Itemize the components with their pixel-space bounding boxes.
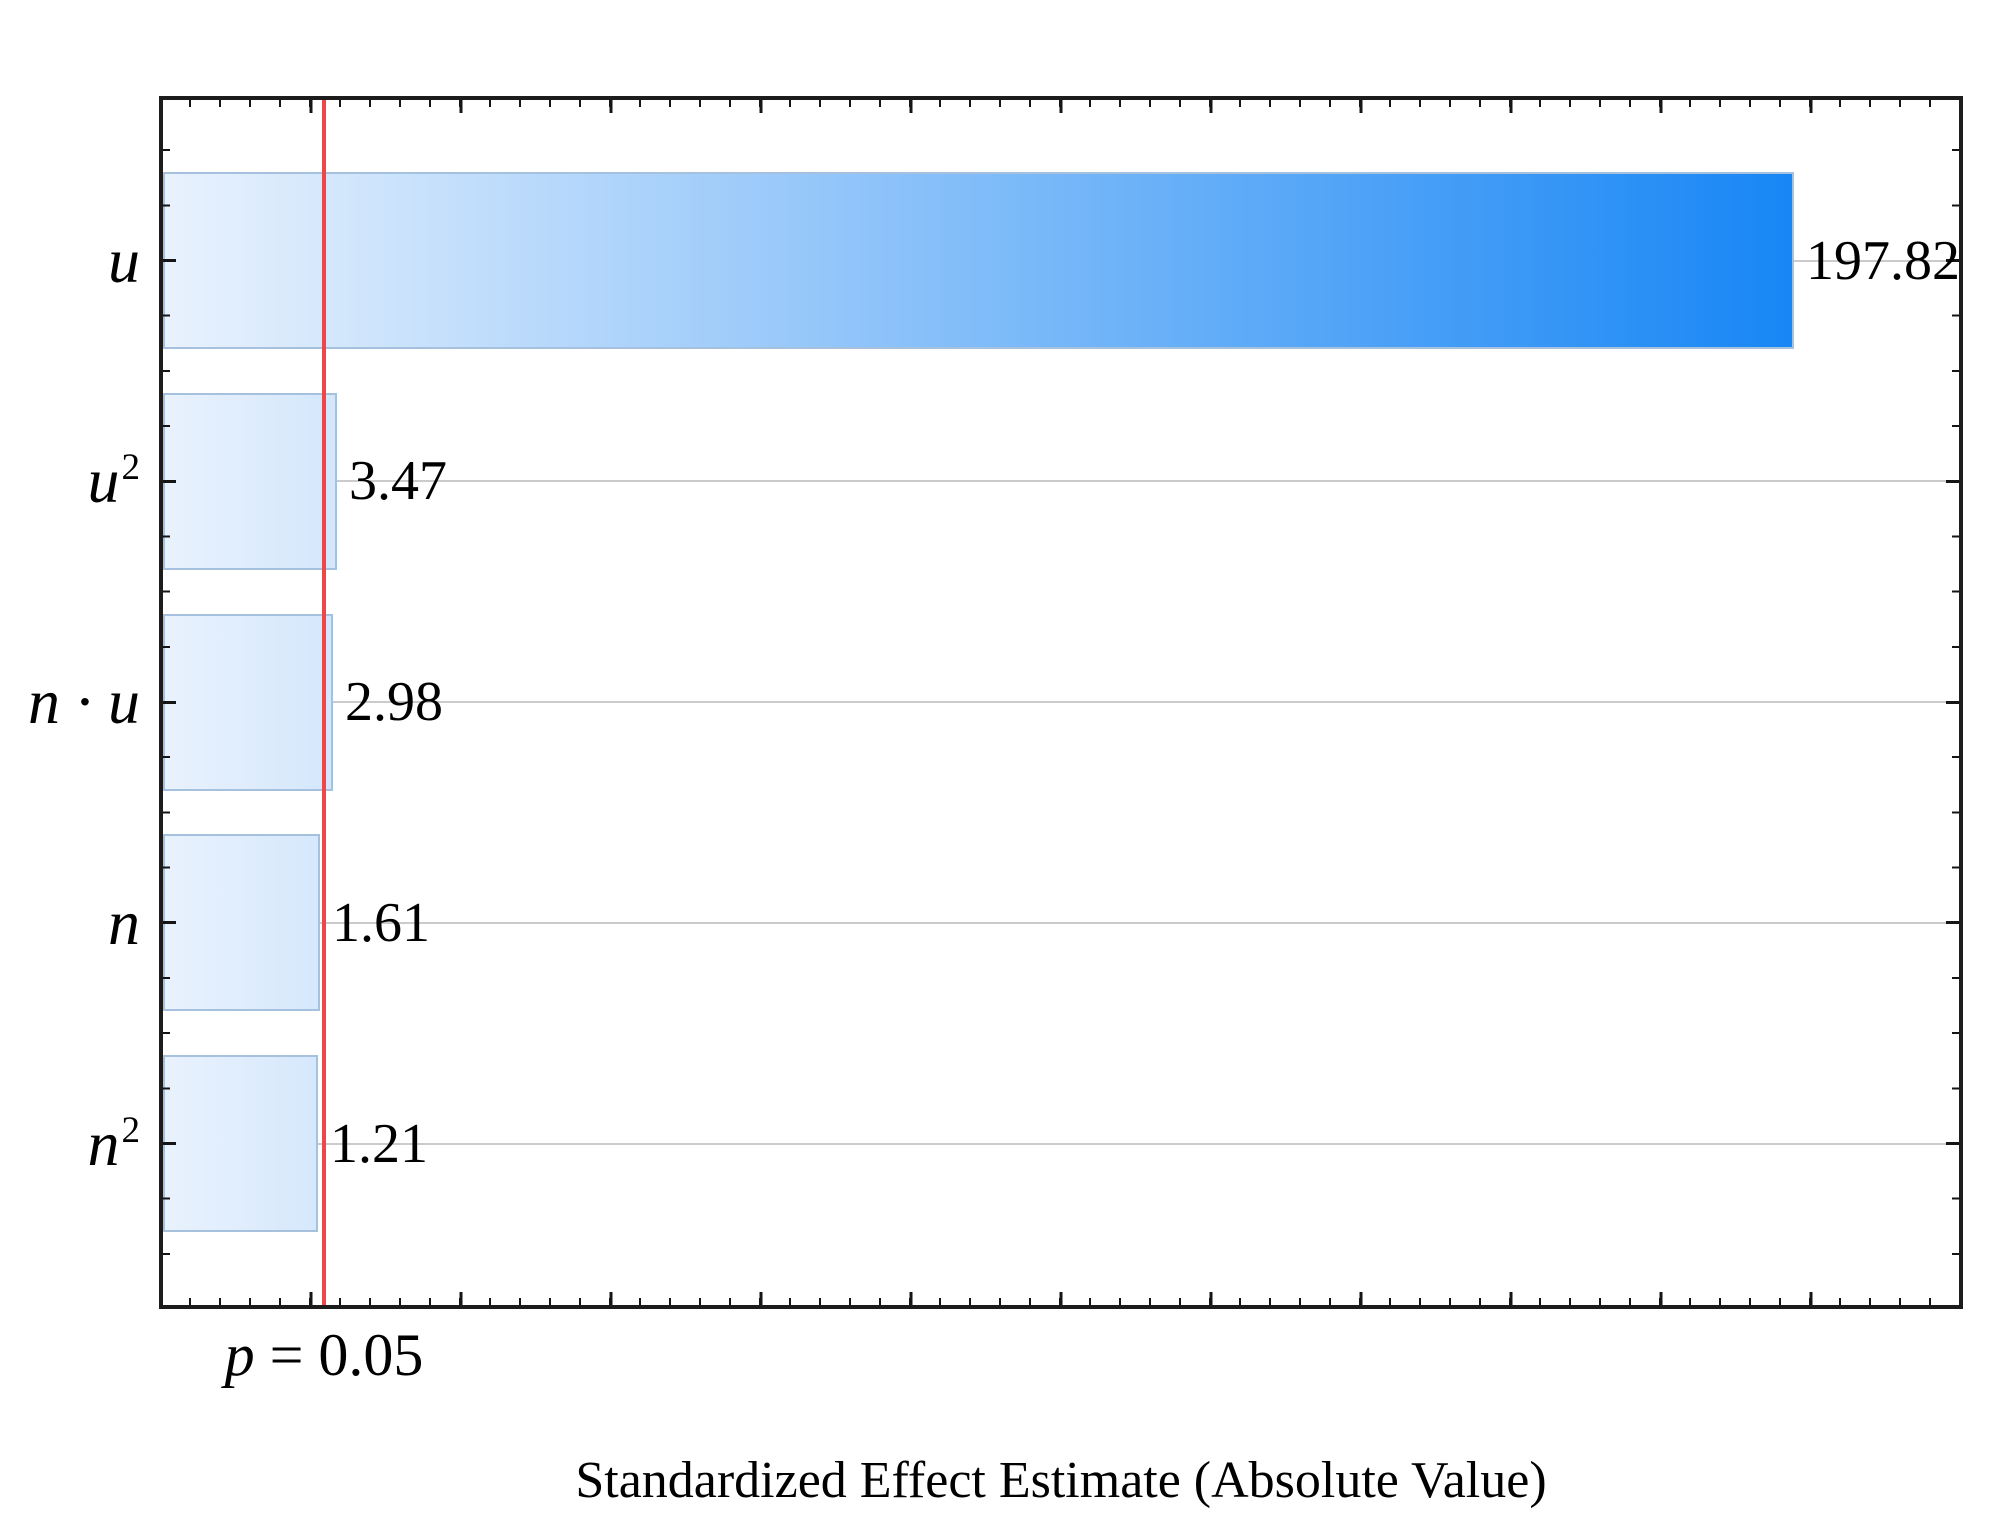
gridline-u2 bbox=[163, 480, 1959, 483]
value-label-n2: 1.21 bbox=[330, 1112, 428, 1175]
bar-u2 bbox=[163, 392, 337, 570]
category-label-n-u: n · u bbox=[28, 670, 140, 734]
gridline-n-u bbox=[163, 701, 1959, 704]
value-label-n: 1.61 bbox=[332, 891, 430, 954]
category-exponent-u2: 2 bbox=[121, 447, 140, 489]
category-exponent-n2: 2 bbox=[121, 1109, 140, 1151]
y-major-tick-left-n bbox=[163, 921, 176, 925]
category-label-n: n bbox=[108, 890, 140, 955]
y-major-tick-left-n2 bbox=[163, 1142, 176, 1146]
x-axis-minor-ticks-bottom bbox=[163, 1298, 1959, 1305]
x-axis-major-ticks-bottom bbox=[163, 1292, 1959, 1305]
category-term-n2: n bbox=[87, 1107, 120, 1179]
category-term-n-u: n · u bbox=[28, 666, 140, 738]
value-label-u2: 3.47 bbox=[349, 450, 447, 513]
x-axis-major-ticks-top bbox=[163, 100, 1959, 113]
significance-label: p = 0.05 bbox=[225, 1322, 424, 1388]
x-axis-title: Standardized Effect Estimate (Absolute V… bbox=[575, 1452, 1547, 1509]
category-term-u2: u bbox=[87, 445, 120, 517]
category-term-u: u bbox=[108, 224, 140, 296]
value-label-u: 197.82 bbox=[1806, 229, 1960, 292]
y-major-tick-right-n bbox=[1946, 921, 1959, 925]
bar-n-u bbox=[163, 613, 333, 791]
y-major-tick-right-n2 bbox=[1946, 1142, 1959, 1146]
y-major-tick-left-u bbox=[163, 259, 176, 262]
y-major-tick-right-n-u bbox=[1946, 700, 1959, 704]
p-value-text: = 0.05 bbox=[254, 1322, 424, 1388]
bar-n bbox=[163, 834, 320, 1012]
p-symbol: p bbox=[224, 1322, 255, 1388]
y-major-tick-left-n-u bbox=[163, 700, 176, 704]
x-axis-minor-ticks-top bbox=[163, 100, 1959, 107]
plot-area: 197.82 3.47 2.98 1.61 1.21 bbox=[159, 96, 1963, 1309]
y-major-tick-left-u2 bbox=[163, 479, 176, 483]
gridline-n bbox=[163, 921, 1959, 924]
y-major-tick-right-u2 bbox=[1946, 479, 1959, 483]
category-label-u2: u2 bbox=[87, 449, 140, 513]
gridline-n2 bbox=[163, 1142, 1959, 1145]
category-label-u: u bbox=[108, 228, 140, 293]
bar-n2 bbox=[163, 1055, 318, 1233]
category-term-n: n bbox=[108, 886, 140, 958]
significance-threshold-line bbox=[321, 100, 326, 1305]
value-label-n-u: 2.98 bbox=[345, 671, 443, 734]
category-label-n2: n2 bbox=[87, 1109, 140, 1176]
bar-u bbox=[163, 172, 1794, 349]
